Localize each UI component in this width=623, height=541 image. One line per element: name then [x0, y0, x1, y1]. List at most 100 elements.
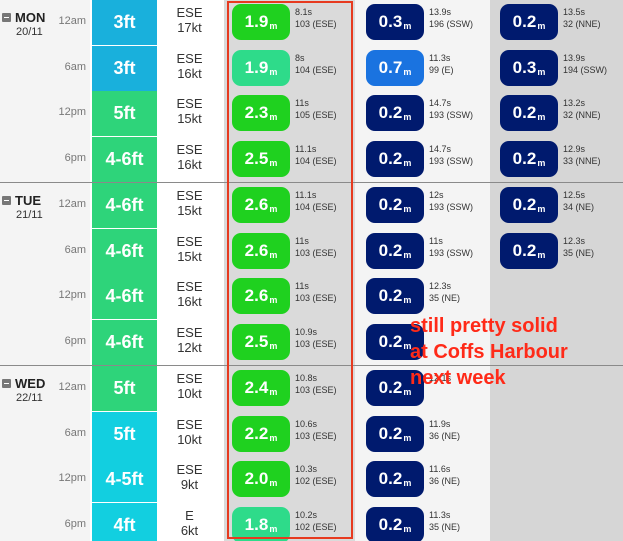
swell-height-unit: m: [403, 21, 412, 31]
swell-height-value: 2.6: [244, 195, 269, 214]
swell-height-unit: m: [269, 204, 278, 214]
swell-height-pill: 2.2 m: [232, 415, 290, 452]
swell-period: 12.3s: [429, 281, 452, 291]
wind-cell: ESE 15kt: [157, 234, 222, 264]
wind-direction: ESE: [176, 5, 203, 20]
swell-height-value: 0.7: [378, 57, 403, 77]
primary-swell-cell: 2.6 m 11s 103 (ESE): [0, 274, 623, 320]
swell-height-unit: m: [403, 157, 412, 168]
day-name[interactable]: MON: [2, 10, 52, 25]
swell-height-value: 0.2: [378, 469, 403, 488]
swell-direction: 103 (ESE): [295, 19, 337, 29]
surf-height-cell: 4-6ft: [92, 319, 157, 365]
day-column-background: [0, 0, 90, 541]
annotation-line-2: at Coffs Harbour: [410, 341, 568, 363]
primary-swell-cell: 2.0 m 10.3s 102 (ESE): [0, 457, 623, 503]
wind-cell: E 6kt: [157, 508, 222, 538]
annotation-line-3: next week: [410, 367, 506, 389]
swell-direction: 104 (ESE): [295, 64, 337, 75]
swell-period: 8.1s: [295, 7, 313, 17]
swell-height-pill: 0.2 m: [500, 232, 558, 269]
swell-height-unit: m: [269, 340, 278, 351]
swell-height-unit: m: [537, 66, 546, 77]
wind-speed: 15kt: [177, 203, 202, 218]
swell-height-unit: m: [537, 112, 546, 122]
time-label: 12am: [58, 15, 86, 27]
swell-period: 11.9s: [429, 418, 451, 429]
swell-direction: 103 (ESE): [295, 385, 337, 395]
swell-height-unit: m: [537, 249, 546, 260]
swell-period: 11.3s: [429, 52, 451, 63]
swell-info: 8.1s 103 (ESE): [295, 6, 337, 30]
primary-swell-cell: 2.6 m 11s 103 (ESE): [0, 229, 623, 275]
surf-height-cell: 4ft: [92, 502, 157, 541]
swell-period: 11s: [295, 281, 309, 291]
wind-direction: ESE: [176, 324, 203, 340]
swell-period: 11.6s: [429, 464, 451, 474]
swell-height-pill: 2.4 m: [232, 370, 290, 406]
swell-height-unit: m: [269, 157, 278, 168]
swell-period: 11s: [295, 98, 309, 108]
swell-direction: 104 (ESE): [295, 202, 337, 212]
wind-cell: ESE 15kt: [157, 188, 222, 218]
swell-info: 14.7s 193 (SSW): [429, 97, 473, 121]
swell-direction: 193 (SSW): [429, 110, 474, 120]
time-label: 12am: [58, 198, 86, 210]
day-name[interactable]: WED: [2, 376, 52, 391]
day-name-text: TUE: [15, 193, 41, 208]
secondary-swell-cell: 0.2 m 11.3s 35 (NE): [0, 503, 623, 541]
collapse-icon[interactable]: [2, 196, 11, 205]
tertiary-swell-cell: 0.3 m 13.9s 194 (SSW): [0, 46, 623, 92]
swell-info: 14.7s 193 (SSW): [429, 143, 473, 167]
swell-info: 11.1s 104 (ESE): [295, 143, 337, 167]
primary-swell-cell: 2.5 m 11.1s 104 (ESE): [0, 137, 623, 183]
day-name[interactable]: TUE: [2, 193, 52, 208]
swell-height-pill: 0.2 m: [500, 4, 558, 40]
wind-cell: ESE 15kt: [157, 96, 222, 126]
swell-height-pill: 1.8 m: [232, 506, 290, 541]
wind-speed: 16kt: [177, 294, 202, 309]
swell-height-unit: m: [403, 432, 412, 443]
swell-direction: 36 (NE): [429, 476, 461, 486]
wind-speed: 10kt: [177, 431, 202, 447]
wind-speed: 16kt: [177, 65, 202, 81]
swell-height-value: 2.2: [244, 423, 269, 443]
swell-height-value: 0.2: [378, 148, 403, 168]
tertiary-swell-cell: 0.2 m 12.5s 34 (NE): [0, 183, 623, 229]
swell-height-unit: m: [269, 387, 278, 397]
secondary-swell-cell: 0.2 m 11.9s 36 (NE): [0, 412, 623, 458]
forecast-row: 12pm 4-6ft ESE 16kt 2.6 m 11s 103 (ESE) 0.2 m 12.3…: [0, 274, 623, 319]
collapse-icon[interactable]: [2, 13, 11, 22]
wind-direction: ESE: [176, 279, 203, 294]
swell-direction: 102 (ESE): [295, 521, 337, 532]
swell-direction: 193 (SSW): [429, 202, 474, 212]
swell-height-unit: m: [269, 295, 278, 305]
swell-period: 11.3s: [429, 509, 451, 520]
swell-direction: 35 (NE): [429, 293, 461, 303]
day-date: 22/11: [16, 392, 43, 404]
secondary-swell-cell: 0.7 m 11.3s 99 (E): [0, 46, 623, 92]
forecast-row: 6pm 4-6ft ESE 12kt 2.5 m 10.9s 103 (ESE) 0.2 m: [0, 319, 623, 365]
swell-height-value: 0.2: [378, 378, 403, 397]
swell-height-value: 0.2: [378, 514, 403, 534]
swell-height-value: 1.9: [244, 57, 269, 77]
day-date: 20/11: [16, 26, 43, 38]
primary-swell-cell: 2.6 m 11.1s 104 (ESE): [0, 183, 623, 229]
swell-direction: 33 (NNE): [563, 155, 601, 166]
tertiary-swell-column-background: [490, 0, 623, 541]
swell-height-unit: m: [537, 204, 546, 214]
swell-height-value: 0.3: [512, 57, 537, 77]
swell-height-unit: m: [403, 112, 412, 122]
swell-info: 10.3s 102 (ESE): [295, 463, 337, 487]
swell-height-pill: 0.3 m: [366, 4, 424, 40]
swell-info: 11.1s 104 (ESE): [295, 189, 337, 213]
swell-direction: 103 (ESE): [295, 293, 337, 303]
swell-info: 12.3s 35 (NE): [563, 235, 594, 259]
collapse-icon[interactable]: [2, 379, 11, 388]
wind-direction: ESE: [176, 233, 203, 249]
surf-height-cell: 4-6ft: [92, 136, 157, 182]
day-name-text: MON: [15, 10, 46, 25]
swell-height-unit: m: [269, 112, 278, 122]
swell-info: 11s 105 (ESE): [295, 97, 337, 121]
swell-height-value: 2.4: [244, 378, 269, 397]
